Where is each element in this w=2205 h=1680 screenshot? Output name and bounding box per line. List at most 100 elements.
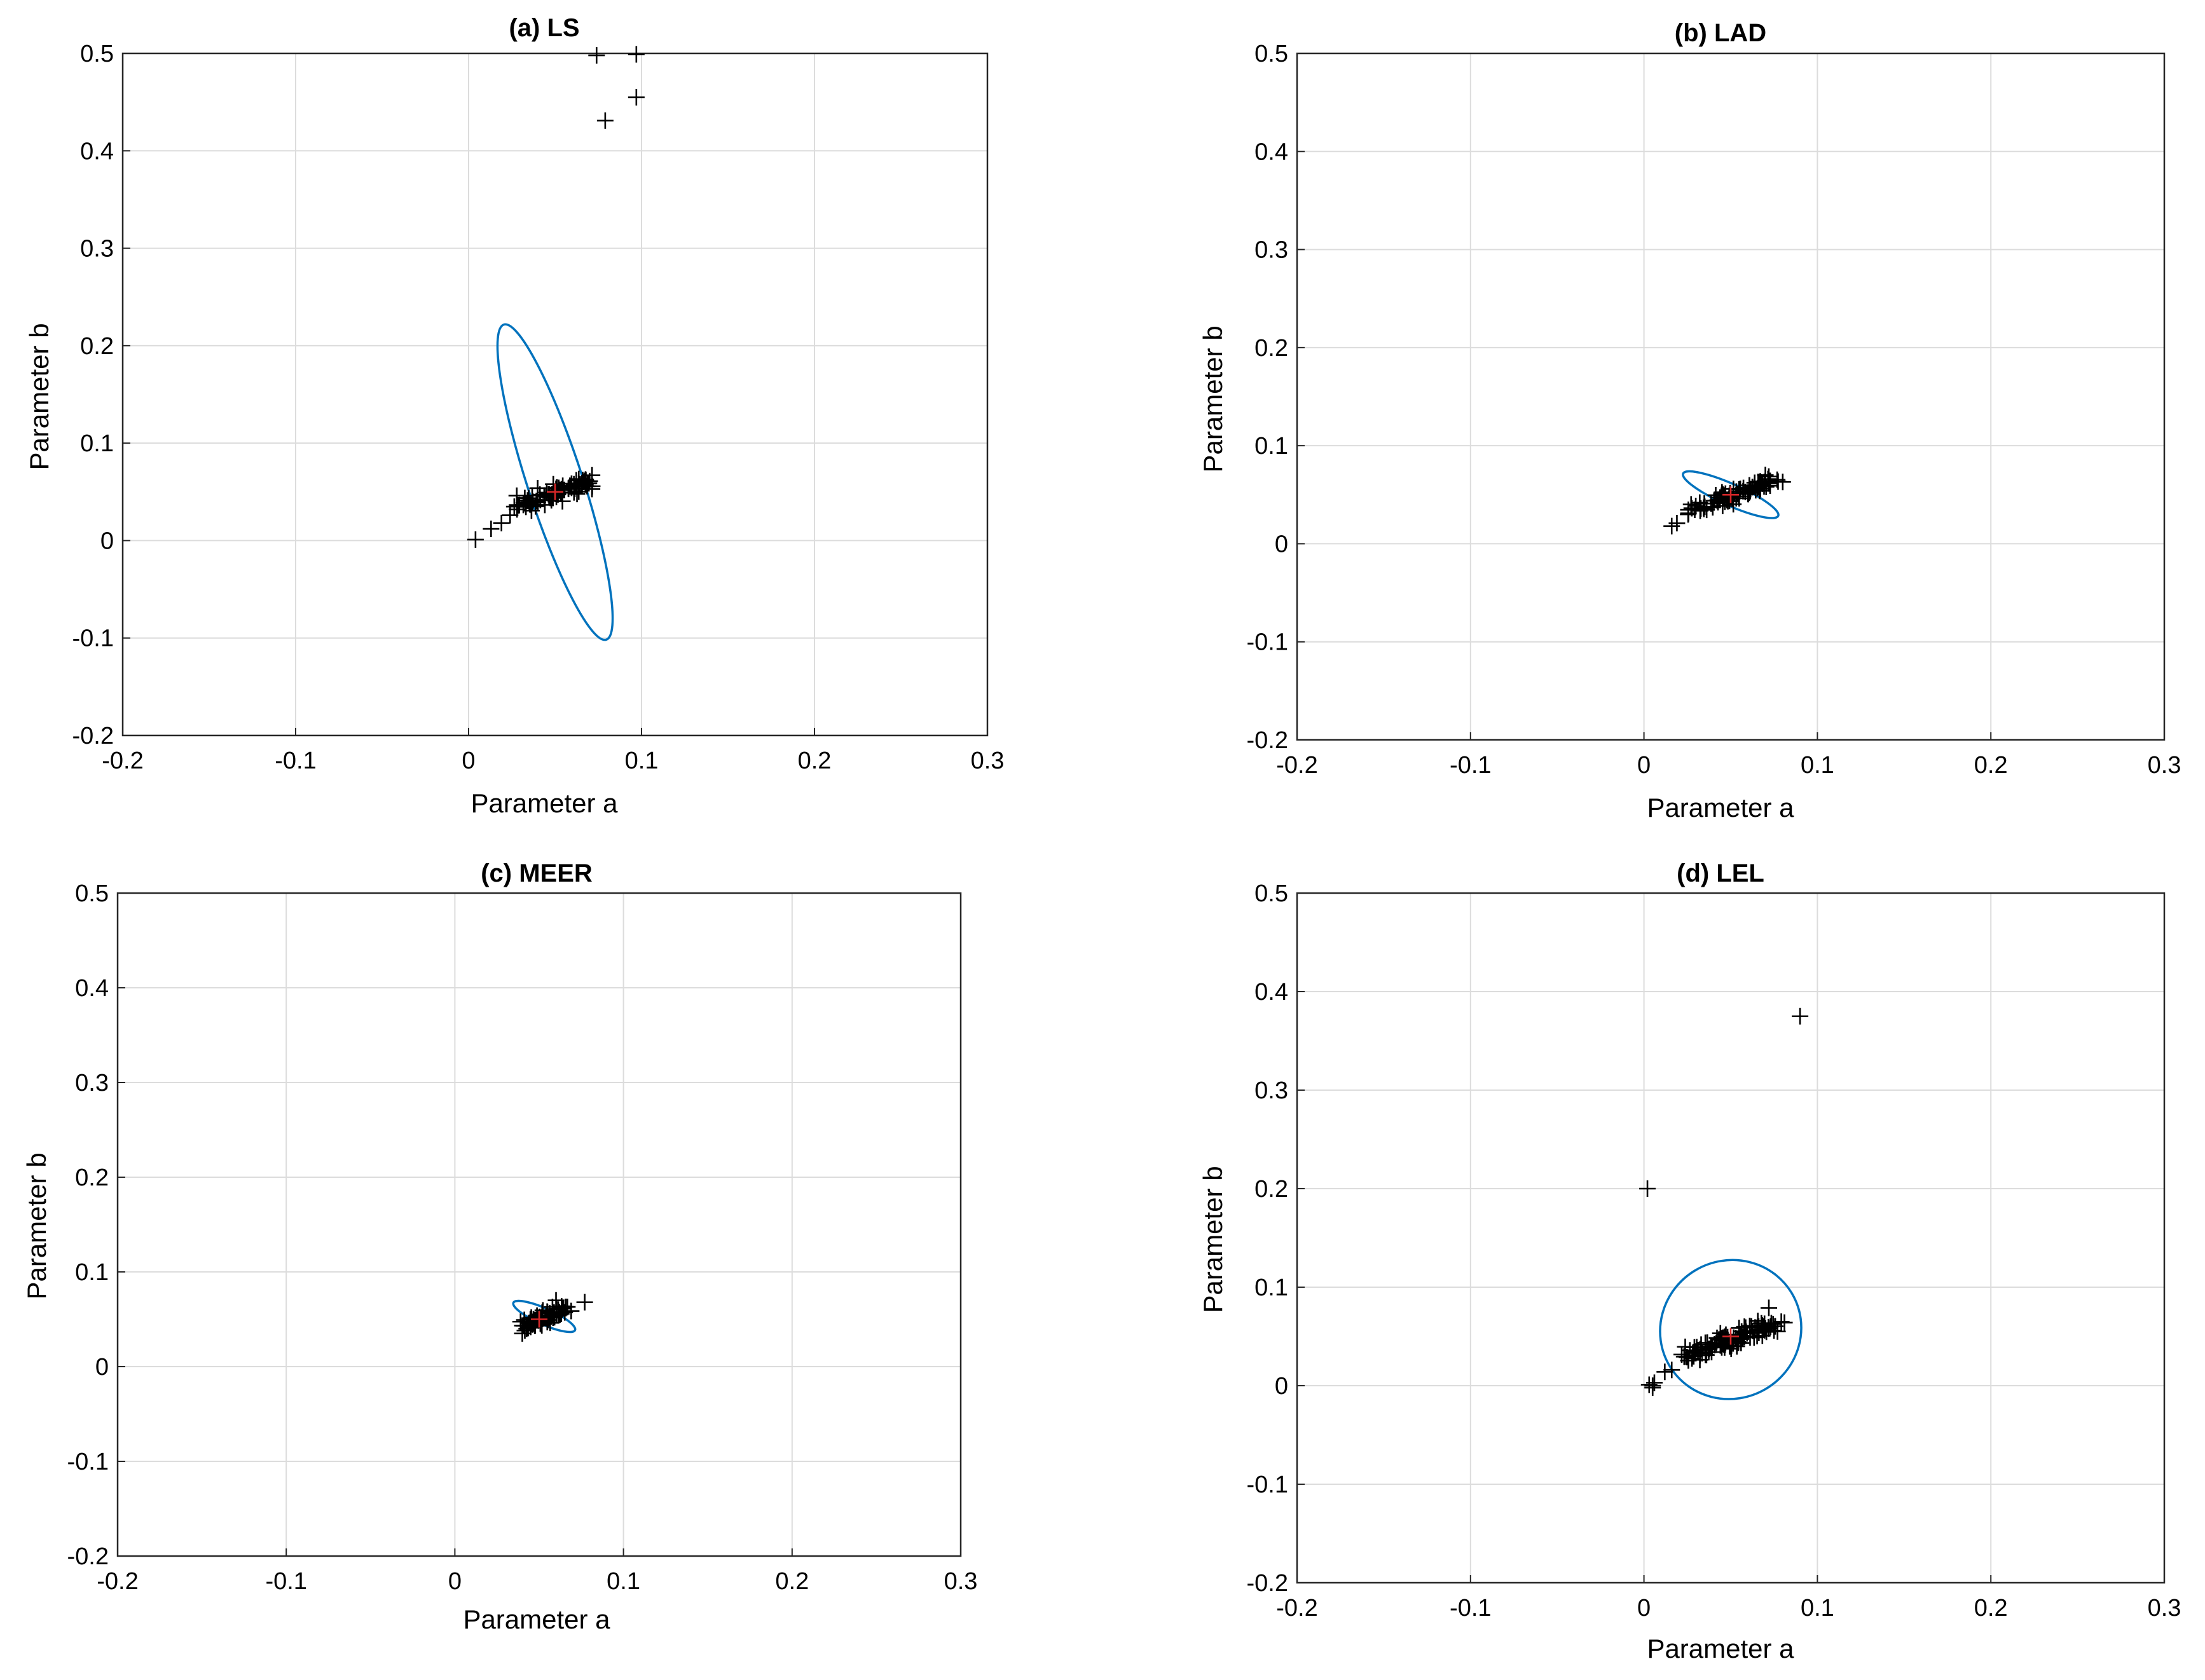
x-tick-label: 0	[462, 748, 475, 774]
y-tick-label: 0.1	[80, 430, 114, 457]
x-tick-label: -0.1	[1450, 1595, 1491, 1622]
estimate-marker	[1656, 1363, 1673, 1381]
confidence-ellipse	[1659, 1259, 1803, 1400]
estimate-marker	[567, 478, 584, 495]
y-tick-label: 0.1	[75, 1259, 109, 1286]
y-tick-label: 0	[1275, 1373, 1288, 1400]
x-tick-label: 0.1	[607, 1568, 640, 1595]
x-tick-label: 0.1	[1801, 752, 1834, 779]
x-tick-label: 0.3	[944, 1568, 978, 1595]
y-tick-label: -0.1	[1247, 629, 1288, 656]
estimate-marker	[1741, 1329, 1759, 1346]
estimate-marker	[1708, 1329, 1726, 1346]
x-tick-label: -0.1	[1450, 752, 1491, 779]
panel-b: (b) LAD Parameter a Parameter b -0.2 -0.1…	[1198, 19, 2181, 823]
y-tick-label: -0.2	[1247, 1570, 1288, 1597]
estimate-marker	[1710, 494, 1726, 511]
chart-title: (d) LEL	[1677, 859, 1764, 887]
x-axis-label: Parameter a	[471, 788, 618, 818]
axes-box	[1296, 52, 2166, 741]
estimate-marker	[1640, 1376, 1658, 1393]
y-tick-label: -0.2	[1247, 727, 1288, 754]
estimate-marker	[529, 479, 546, 496]
estimate-marker	[483, 521, 500, 538]
x-tick-label: 0.3	[2148, 1595, 2181, 1622]
estimate-marker	[1663, 1362, 1680, 1379]
y-tick-label: 0.4	[80, 138, 114, 165]
estimate-marker	[547, 480, 565, 497]
estimate-marker	[467, 531, 484, 548]
x-tick-label: 0.2	[1974, 752, 2008, 779]
y-tick-label: 0.2	[1254, 1176, 1288, 1203]
y-tick-label: 0	[1275, 531, 1288, 557]
x-axis-label: Parameter a	[1647, 1634, 1794, 1663]
estimate-marker	[524, 493, 541, 510]
plot-area: -0.2 -0.1 0 0.1 0.2 0.3 -0.2 -0.1 0 0.1 0.2 0.3 0.4 0…	[1247, 41, 2181, 779]
estimate-marker	[1700, 1341, 1717, 1358]
estimate-marker	[1776, 1314, 1793, 1331]
y-tick-label: 0.2	[75, 1164, 109, 1191]
y-axis-label: Parameter b	[22, 1152, 52, 1299]
y-tick-label: 0.1	[1254, 433, 1288, 460]
true-value-marker	[531, 1311, 547, 1328]
y-tick-label: 0	[100, 528, 114, 554]
x-tick-label: 0.1	[1801, 1595, 1834, 1622]
x-tick-label: 0.3	[2148, 752, 2181, 779]
estimate-marker	[1639, 1180, 1656, 1197]
y-axis-label: Parameter b	[1198, 325, 1228, 472]
estimate-marker	[1761, 1299, 1778, 1316]
chart-title: (c) MEER	[481, 859, 593, 887]
estimate-marker	[1680, 502, 1697, 519]
estimate-marker	[568, 486, 586, 503]
y-tick-label: 0.3	[80, 236, 114, 263]
estimate-marker	[1754, 475, 1771, 492]
y-tick-label: 0.5	[75, 880, 109, 907]
x-tick-label: -0.2	[1276, 752, 1317, 779]
estimate-marker	[1644, 1379, 1661, 1397]
estimate-marker	[1750, 1318, 1767, 1335]
estimate-marker	[1712, 489, 1729, 506]
x-axis-label: Parameter a	[1647, 793, 1794, 823]
x-tick-label: -0.2	[102, 748, 143, 774]
estimate-marker	[505, 498, 523, 516]
true-value-marker	[1722, 1328, 1739, 1345]
x-tick-label: -0.2	[97, 1568, 138, 1595]
estimate-marker	[1696, 495, 1713, 512]
y-tick-label: 0.4	[1254, 139, 1288, 165]
estimate-marker	[547, 1292, 565, 1309]
estimate-marker	[1774, 474, 1791, 491]
estimate-marker	[628, 46, 645, 63]
estimate-marker	[542, 1308, 560, 1325]
estimate-marker	[628, 88, 645, 106]
estimate-marker	[1762, 477, 1778, 495]
estimate-marker	[588, 47, 605, 64]
estimate-marker	[1757, 467, 1774, 484]
x-tick-label: 0.1	[625, 748, 659, 774]
y-tick-label: 0.2	[80, 333, 114, 360]
y-tick-label: -0.2	[67, 1543, 109, 1570]
y-tick-label: 0.3	[75, 1070, 109, 1096]
y-tick-label: -0.1	[67, 1449, 109, 1475]
estimate-marker	[596, 112, 614, 129]
estimate-marker	[515, 1317, 532, 1334]
estimate-marker	[1685, 1348, 1702, 1365]
plot-area: -0.2 -0.1 0 0.1 0.2 0.3 -0.2 -0.1 0 0.1 0.2 0.3 0.4 0…	[67, 880, 978, 1595]
x-tick-label: 0.2	[1974, 1595, 2008, 1622]
x-axis-label: Parameter a	[463, 1604, 610, 1634]
estimate-marker	[1686, 1344, 1703, 1361]
plot-area: -0.2 -0.1 0 0.1 0.2 0.3 -0.2 -0.1 0 0.1 0.2 0.3 0.4 0…	[1247, 880, 2181, 1622]
axes-box	[116, 892, 962, 1557]
estimate-marker	[509, 501, 526, 518]
panel-d: (d) LEL Parameter a Parameter b -0.2 -0.1…	[1198, 859, 2181, 1663]
estimate-marker	[581, 472, 598, 489]
chart-title: (a) LS	[509, 14, 579, 42]
y-tick-label: 0.2	[1254, 335, 1288, 362]
y-tick-label: 0.4	[75, 975, 109, 1002]
estimate-marker	[1792, 1007, 1809, 1025]
estimate-marker	[514, 1325, 531, 1342]
estimate-marker	[576, 1294, 593, 1311]
x-tick-label: -0.2	[1276, 1595, 1317, 1622]
panel-c: (c) MEER Parameter a Parameter b -0.2 -0.…	[22, 859, 977, 1634]
y-tick-label: 0.1	[1254, 1274, 1288, 1301]
